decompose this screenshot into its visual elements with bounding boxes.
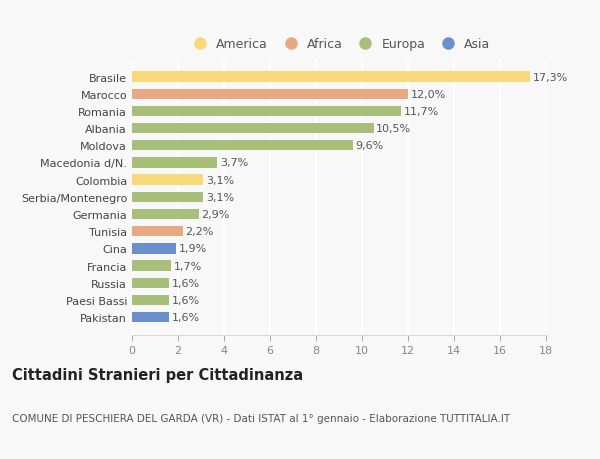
Bar [132,123,373,134]
Text: 3,1%: 3,1% [206,192,234,202]
Bar [132,295,169,305]
Text: 3,7%: 3,7% [220,158,248,168]
Legend: America, Africa, Europa, Asia: America, Africa, Europa, Asia [185,36,493,54]
Text: 2,2%: 2,2% [185,227,214,237]
Text: 1,6%: 1,6% [172,278,200,288]
Text: 2,9%: 2,9% [202,209,230,219]
Text: 12,0%: 12,0% [411,90,446,100]
Text: 9,6%: 9,6% [356,141,384,151]
Text: Cittadini Stranieri per Cittadinanza: Cittadini Stranieri per Cittadinanza [12,367,303,382]
Bar [132,175,203,185]
Bar [132,244,176,254]
Bar [132,72,530,83]
Text: 1,9%: 1,9% [178,244,207,254]
Text: 10,5%: 10,5% [376,124,412,134]
Text: 3,1%: 3,1% [206,175,234,185]
Bar [132,227,182,237]
Text: 1,7%: 1,7% [174,261,202,271]
Bar [132,141,353,151]
Text: COMUNE DI PESCHIERA DEL GARDA (VR) - Dati ISTAT al 1° gennaio - Elaborazione TUT: COMUNE DI PESCHIERA DEL GARDA (VR) - Dat… [12,413,510,423]
Text: 1,6%: 1,6% [172,295,200,305]
Bar [132,261,171,271]
Text: 11,7%: 11,7% [404,106,439,117]
Bar [132,106,401,117]
Bar [132,209,199,220]
Bar [132,312,169,323]
Bar [132,278,169,288]
Bar [132,90,408,100]
Text: 17,3%: 17,3% [533,73,568,82]
Text: 1,6%: 1,6% [172,313,200,322]
Bar [132,192,203,202]
Bar [132,158,217,168]
